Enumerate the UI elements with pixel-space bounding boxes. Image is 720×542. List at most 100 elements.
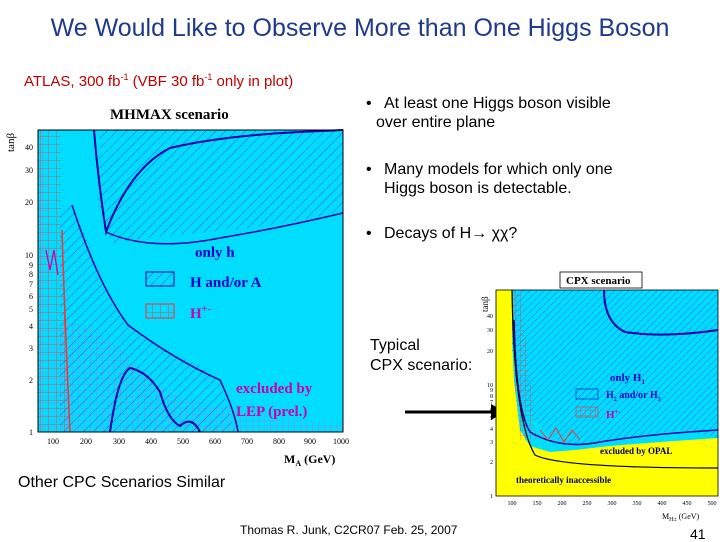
cpx-y-ticks: 1 2 3 4 5 6 7 8 9 10 20 30 40: [487, 314, 493, 500]
cpx-y-tick: 8: [490, 394, 493, 400]
cpx-y-tick: 40: [487, 314, 493, 320]
x-tick-label: 400: [145, 437, 157, 446]
legend-excluded-line1: excluded by: [236, 381, 313, 397]
x-axis-label-unit: (GeV): [301, 452, 335, 466]
legend-h-pm: H+-: [190, 304, 211, 322]
x-tick-label: 100: [47, 437, 59, 446]
contour-line: [93, 129, 344, 236]
cpx-y-tick: 30: [487, 328, 493, 334]
contour-line: [61, 229, 71, 433]
cpx-contour: [513, 319, 719, 446]
cpx-x-label-main: M: [662, 512, 669, 521]
cpx-y-tick: 4: [490, 427, 493, 433]
cpx-opal-region: [600, 290, 718, 336]
contour-line: [109, 366, 201, 433]
h-pm-region: [38, 130, 70, 432]
cpx-x-tick: 300: [608, 501, 617, 507]
contour-line: [45, 249, 59, 276]
legend-only-h: only h: [195, 245, 235, 261]
cpx-x-tick: 250: [583, 501, 592, 507]
cpx-title-box: [559, 271, 643, 289]
cpx-y-tick: 7: [490, 400, 493, 406]
contour-line: [105, 212, 344, 245]
mhmax-plot: MHMAX scenario tanβ 1 2 3 4 5 6 7 8 9 10…: [5, 107, 349, 468]
y-tick-label: 2: [29, 376, 33, 385]
y-tick-label: 3: [29, 344, 33, 353]
cpx-h2h3-region: [512, 290, 718, 446]
y-tick-label: 6: [29, 292, 33, 301]
x-tick-label: 500: [177, 437, 189, 446]
cpx-x-tick: 350: [633, 501, 642, 507]
caption-part: (VBF 30 fb: [128, 73, 205, 90]
cpx-legend-only-h1: only H1: [610, 372, 645, 386]
x-axis-label-main: M: [284, 452, 295, 466]
x-tick-label: 800: [273, 437, 285, 446]
y-tick-label: 7: [29, 280, 33, 289]
bullet-3: • Decays of H→ χχ?: [366, 225, 518, 242]
cpx-legend-swatch-hpm: [575, 406, 599, 418]
y-tick-label: 20: [25, 198, 33, 207]
x-tick-label: 1000: [333, 437, 349, 446]
cpx-y-tick: 1: [490, 494, 493, 500]
caption-sup: -1: [120, 72, 129, 82]
cpx-frame: [495, 289, 719, 497]
cpx-x-label-sub: H±: [669, 517, 677, 523]
x-axis-label: MA (GeV): [284, 452, 335, 468]
y-tick-label: 1: [29, 428, 33, 437]
cpx-y-axis-label: tanβ: [480, 296, 490, 312]
y-tick-label: 5: [29, 305, 33, 314]
cpx-legend-only-h1-main: only H: [610, 372, 642, 384]
cpx-hpm-region: [512, 290, 536, 440]
contour-line: [71, 204, 239, 433]
bullet-2-line1: Many models for which only one: [384, 161, 613, 178]
cpx-y-tick: 20: [487, 349, 493, 355]
x-axis-label-sub: A: [295, 459, 301, 468]
bullet-2-line2: Higgs boson is detectable.: [384, 180, 572, 197]
cpx-plot: CPX scenario tanβ 1 2 3 4 5 6 7 8 9 10 2…: [480, 271, 719, 523]
cpx-x-tick: 450: [683, 501, 692, 507]
y-axis-label: tanβ: [5, 133, 17, 152]
cpx-y-tick: 9: [490, 388, 493, 394]
bullet-3-line1: Decays of H→ χχ?: [384, 225, 518, 242]
cpx-contour: [539, 427, 581, 443]
y-tick-label: 40: [25, 143, 33, 152]
legend-excluded-line2: LEP (prel.): [236, 404, 307, 420]
typical-line2: CPX scenario:: [370, 357, 473, 374]
cpx-x-tick: 150: [533, 501, 542, 507]
cpx-legend-swatch-h2h3: [575, 388, 599, 400]
plot-caption: ATLAS, 300 fb-1 (VBF 30 fb-1 only in plo…: [24, 72, 293, 90]
caption-part: only in plot): [212, 73, 294, 90]
cpx-x-tick: 200: [558, 501, 567, 507]
h-a-region-upper: [98, 130, 343, 244]
legend-h-pm-sup: +-: [202, 304, 211, 315]
cpx-y-tick: 3: [490, 440, 493, 446]
bullet-1-line2: over entire plane: [376, 114, 496, 131]
cpx-y-tick: 5: [490, 416, 493, 422]
page-number: 41: [690, 526, 706, 542]
x-ticks: 100 200 300 400 500 600 700 800 900 1000: [47, 437, 349, 446]
x-tick-label: 600: [209, 437, 221, 446]
legend-swatch-h-pm: [145, 303, 175, 319]
cpx-x-tick: 400: [658, 501, 667, 507]
legend-h-pm-main: H: [190, 306, 202, 322]
cpx-contour: [603, 289, 719, 336]
legend-swatch-h-a: [145, 271, 175, 287]
caption-part: ATLAS, 300 fb: [24, 73, 121, 90]
x-tick-label: 900: [304, 437, 316, 446]
bullet-2: • Many models for which only one Higgs bos…: [366, 161, 613, 197]
cpx-legend-only-h1-sub: 1: [641, 378, 645, 386]
cpx-inaccessible-label: theoretically inaccessible: [516, 475, 611, 485]
cpx-boundary: [511, 289, 719, 469]
cpx-x-tick: 100: [508, 501, 517, 507]
plot-title: MHMAX scenario: [110, 107, 229, 123]
bullet-1-line1: At least one Higgs boson visible: [384, 95, 611, 112]
x-tick-label: 700: [241, 437, 253, 446]
y-tick-label: 9: [29, 261, 33, 270]
y-tick-label: 10: [25, 251, 33, 260]
caption-sup: -1: [204, 72, 213, 82]
x-tick-label: 300: [113, 437, 125, 446]
cpx-x-ticks: 100 150 200 250 300 350 400 450 500: [508, 501, 717, 507]
typical-line1: Typical: [370, 337, 420, 354]
cpx-y-tick: 6: [490, 408, 493, 414]
h-a-region-lower: [60, 205, 236, 432]
